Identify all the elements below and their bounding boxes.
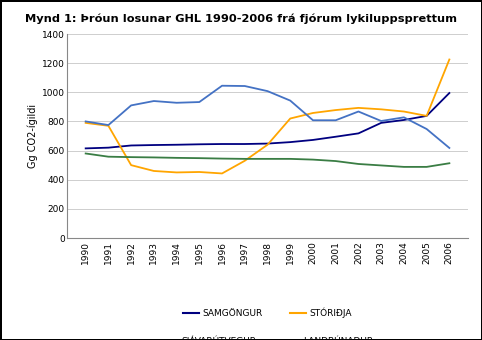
Legend: SJÁVARÚTVEGUR, LANDBÚNAÐUR: SJÁVARÚTVEGUR, LANDBÚNAÐUR bbox=[158, 332, 377, 340]
Y-axis label: Gg CO2-ígildi: Gg CO2-ígildi bbox=[27, 104, 38, 168]
Text: Mynd 1: Þróun losunar GHL 1990-2006 frá fjórum lykiluppsprettum: Mynd 1: Þróun losunar GHL 1990-2006 frá … bbox=[25, 14, 457, 24]
